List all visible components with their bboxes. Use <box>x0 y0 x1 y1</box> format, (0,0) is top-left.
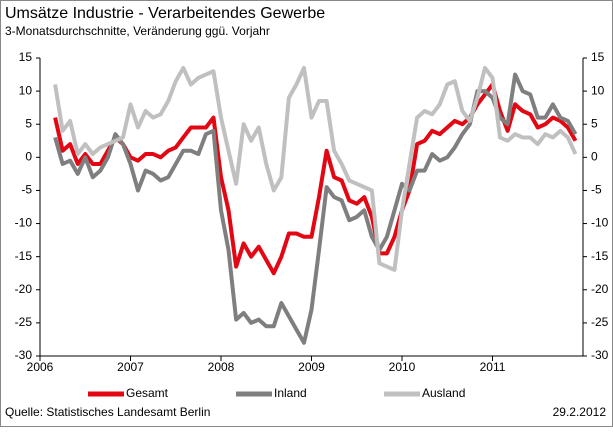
y-tick-label: 0 <box>25 150 32 164</box>
y-tick-label: 10 <box>19 83 33 97</box>
y2-tick-label: -15 <box>591 249 609 263</box>
x-tick-label: 2011 <box>480 360 506 374</box>
legend-label: Gesamt <box>126 386 169 400</box>
y2-tick-label: -5 <box>591 183 602 197</box>
x-tick-label: 2008 <box>208 360 235 374</box>
chart-subtitle: 3-Monatsdurchschnitte, Veränderung ggü. … <box>5 24 270 38</box>
y2-tick-label: -30 <box>591 348 609 362</box>
x-tick-label: 2006 <box>27 360 54 374</box>
line-series <box>53 82 578 276</box>
y-tick-label: -20 <box>15 282 33 296</box>
chart-title: Umsätze Industrie - Verarbeitendes Gewer… <box>5 5 325 22</box>
legend-label: Inland <box>274 386 307 400</box>
line-series <box>53 72 578 345</box>
x-tick-label: 2009 <box>298 360 325 374</box>
y-tick-label: -30 <box>15 348 33 362</box>
x-tick-label: 2007 <box>117 360 144 374</box>
source: Quelle: Statistisches Landesamt Berlin <box>5 405 210 419</box>
y2-tick-label: 15 <box>591 50 605 64</box>
x-tick-label: 2010 <box>389 360 416 374</box>
y2-tick-label: 5 <box>591 116 598 130</box>
y-tick-label: 5 <box>25 116 32 130</box>
y2-tick-label: 0 <box>591 150 598 164</box>
y-tick-label: -25 <box>15 315 33 329</box>
y2-tick-label: -20 <box>591 282 609 296</box>
y-tick-label: -10 <box>15 216 33 230</box>
y-tick-label: -15 <box>15 249 33 263</box>
legend-label: Ausland <box>422 386 465 400</box>
y2-tick-label: 10 <box>591 83 605 97</box>
date: 29.2.2012 <box>553 405 607 419</box>
y2-tick-label: -25 <box>591 315 609 329</box>
line-series <box>53 65 578 272</box>
y-tick-label: 15 <box>19 50 33 64</box>
y2-tick-label: -10 <box>591 216 609 230</box>
y-tick-label: -5 <box>21 183 32 197</box>
